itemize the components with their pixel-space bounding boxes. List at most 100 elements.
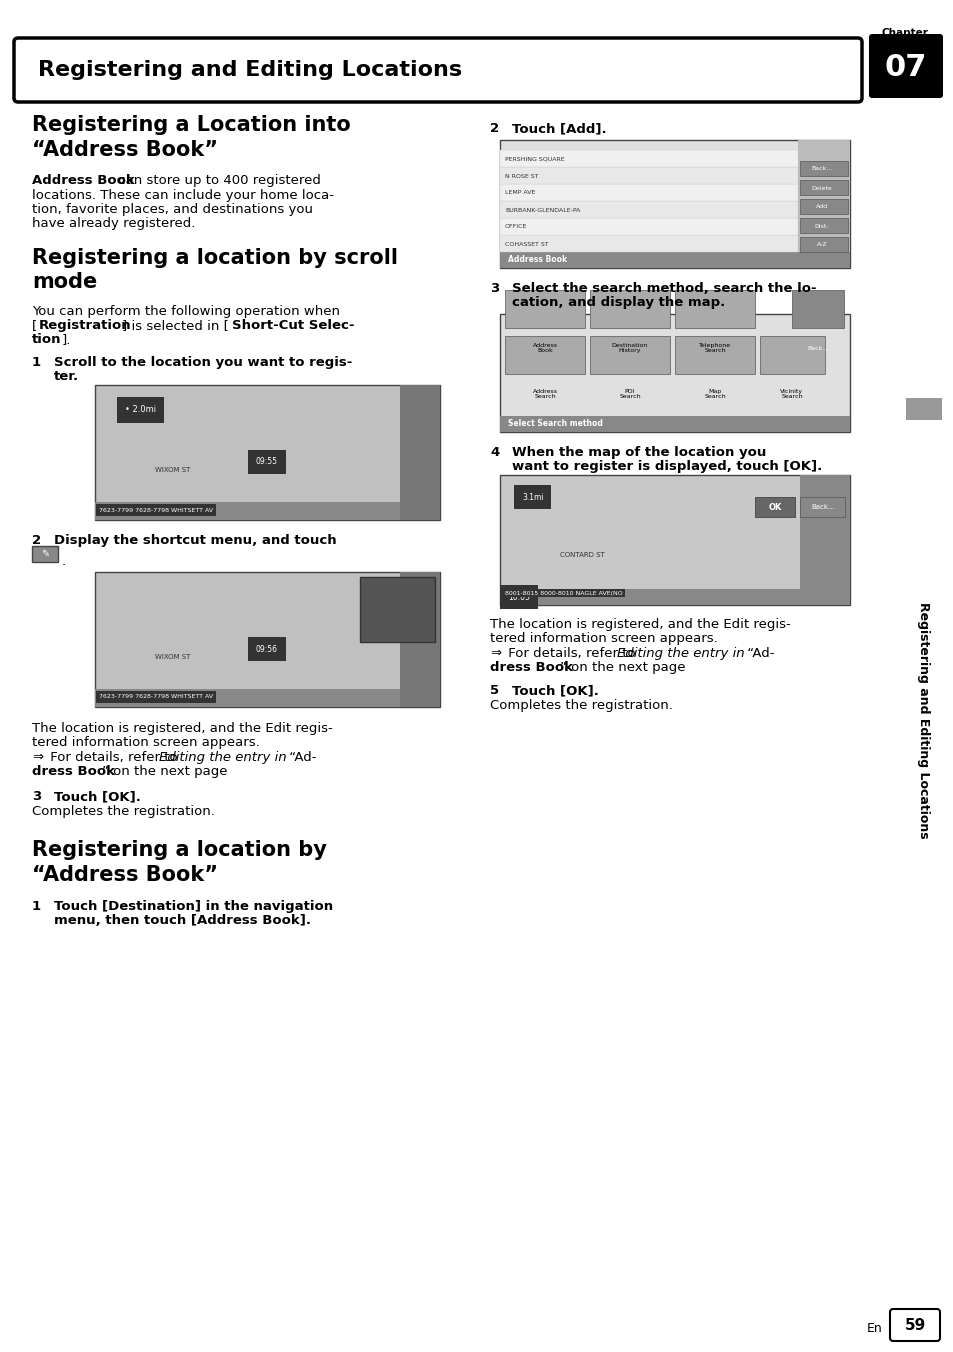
Text: tered information screen appears.: tered information screen appears. bbox=[32, 735, 259, 749]
Text: Address
Book: Address Book bbox=[532, 342, 557, 353]
Bar bbox=[675, 289, 754, 329]
Text: 09:56: 09:56 bbox=[255, 645, 277, 653]
Text: ” on the next page: ” on the next page bbox=[102, 765, 227, 777]
Text: 8001-8015 8000-8010 NAGLE AVE(NO: 8001-8015 8000-8010 NAGLE AVE(NO bbox=[504, 591, 622, 595]
Text: Touch [Destination] in the navigation: Touch [Destination] in the navigation bbox=[54, 900, 333, 913]
Text: Map
Search: Map Search bbox=[703, 388, 725, 399]
Bar bbox=[399, 385, 439, 521]
Text: Select the search method, search the lo-: Select the search method, search the lo- bbox=[512, 283, 816, 295]
Text: Telephone
Search: Telephone Search bbox=[699, 342, 730, 353]
Text: Dist.: Dist. bbox=[814, 223, 828, 228]
Text: • 2.0mi: • 2.0mi bbox=[125, 406, 156, 415]
Text: 3.1mi: 3.1mi bbox=[521, 492, 543, 502]
Bar bbox=[499, 184, 797, 201]
Text: Delete: Delete bbox=[811, 185, 832, 191]
Text: LEMP AVE: LEMP AVE bbox=[504, 191, 535, 196]
Bar bbox=[499, 475, 849, 604]
Text: .: . bbox=[62, 556, 66, 568]
Text: Select Search method: Select Search method bbox=[507, 419, 602, 429]
Text: Scroll to the location you want to regis-: Scroll to the location you want to regis… bbox=[54, 356, 352, 369]
Text: 09:55: 09:55 bbox=[255, 457, 277, 466]
Text: menu, then touch [Address Book].: menu, then touch [Address Book]. bbox=[54, 914, 311, 927]
Bar bbox=[800, 161, 847, 176]
Text: cation, and display the map.: cation, and display the map. bbox=[512, 296, 724, 310]
Text: Registering and Editing Locations: Registering and Editing Locations bbox=[917, 602, 929, 838]
Text: 1: 1 bbox=[32, 356, 41, 369]
Text: Back...: Back... bbox=[806, 346, 828, 350]
Text: 2: 2 bbox=[32, 534, 41, 548]
Text: Registration: Registration bbox=[39, 319, 132, 333]
Text: 3: 3 bbox=[490, 283, 498, 295]
Text: tion, favorite places, and destinations you: tion, favorite places, and destinations … bbox=[32, 203, 313, 216]
Text: Address Book: Address Book bbox=[32, 174, 134, 187]
Text: Short-Cut Selec-: Short-Cut Selec- bbox=[232, 319, 355, 333]
Text: have already registered.: have already registered. bbox=[32, 218, 195, 230]
Bar bbox=[589, 289, 669, 329]
Text: PERSHING SQUARE: PERSHING SQUARE bbox=[504, 157, 564, 161]
Text: Completes the registration.: Completes the registration. bbox=[32, 804, 214, 818]
Text: Touch [Add].: Touch [Add]. bbox=[512, 122, 606, 135]
Text: Registering and Editing Locations: Registering and Editing Locations bbox=[38, 59, 461, 80]
Text: You can perform the following operation when: You can perform the following operation … bbox=[32, 306, 339, 318]
Text: “Address Book”: “Address Book” bbox=[32, 141, 218, 160]
Text: Display the shortcut menu, and touch: Display the shortcut menu, and touch bbox=[54, 534, 336, 548]
Text: dress Book: dress Book bbox=[490, 661, 573, 675]
Bar bbox=[499, 416, 849, 433]
Text: tion: tion bbox=[32, 333, 61, 346]
Text: Editing the entry in: Editing the entry in bbox=[159, 750, 286, 764]
Bar bbox=[499, 314, 849, 433]
Text: Registering a Location into: Registering a Location into bbox=[32, 115, 351, 135]
Text: Back...: Back... bbox=[810, 504, 834, 510]
Text: Touch [OK].: Touch [OK]. bbox=[54, 790, 141, 803]
Text: ].: ]. bbox=[62, 333, 71, 346]
Text: “Ad-: “Ad- bbox=[742, 648, 774, 660]
Bar bbox=[800, 498, 844, 516]
Text: CONTARD ST: CONTARD ST bbox=[559, 552, 604, 558]
Bar bbox=[95, 385, 439, 521]
Bar bbox=[800, 237, 847, 251]
Bar bbox=[499, 218, 797, 235]
Text: For details, refer to: For details, refer to bbox=[503, 648, 639, 660]
Bar bbox=[499, 251, 849, 268]
Text: dress Book: dress Book bbox=[32, 765, 115, 777]
Text: ⇒: ⇒ bbox=[490, 648, 500, 660]
Bar bbox=[95, 572, 439, 707]
Bar bbox=[800, 180, 847, 195]
Bar bbox=[800, 475, 849, 604]
Text: ] is selected in [: ] is selected in [ bbox=[122, 319, 229, 333]
Bar bbox=[499, 150, 797, 168]
Bar bbox=[499, 589, 849, 604]
Bar bbox=[504, 337, 584, 375]
Text: ” on the next page: ” on the next page bbox=[559, 661, 685, 675]
Text: Add: Add bbox=[815, 204, 827, 210]
Text: [: [ bbox=[32, 319, 37, 333]
Bar bbox=[95, 502, 439, 521]
Bar bbox=[399, 572, 439, 707]
Text: 5: 5 bbox=[490, 684, 498, 698]
Bar bbox=[760, 337, 824, 375]
FancyBboxPatch shape bbox=[14, 38, 862, 101]
Text: Vicinity
Search: Vicinity Search bbox=[780, 388, 802, 399]
Text: A-Z: A-Z bbox=[816, 242, 826, 247]
Text: Back...: Back... bbox=[810, 166, 832, 172]
Text: 3: 3 bbox=[32, 790, 41, 803]
Text: WIXOM ST: WIXOM ST bbox=[154, 654, 191, 660]
Text: ter.: ter. bbox=[54, 370, 79, 383]
Bar bbox=[800, 199, 847, 214]
Bar bbox=[675, 337, 754, 375]
Bar bbox=[800, 218, 847, 233]
Text: ✎: ✎ bbox=[41, 549, 49, 558]
Text: Address Book: Address Book bbox=[507, 256, 566, 265]
FancyBboxPatch shape bbox=[889, 1309, 939, 1341]
Text: want to register is displayed, touch [OK].: want to register is displayed, touch [OK… bbox=[512, 460, 821, 473]
Text: OFFICE: OFFICE bbox=[504, 224, 527, 230]
Text: 59: 59 bbox=[903, 1317, 924, 1333]
Text: POI
Search: POI Search bbox=[618, 388, 640, 399]
Text: “Ad-: “Ad- bbox=[285, 750, 316, 764]
Text: can store up to 400 registered: can store up to 400 registered bbox=[113, 174, 320, 187]
Bar bbox=[791, 289, 843, 329]
Text: Address
Search: Address Search bbox=[532, 388, 557, 399]
Text: The location is registered, and the Edit regis-: The location is registered, and the Edit… bbox=[490, 618, 790, 631]
Text: mode: mode bbox=[32, 272, 97, 292]
Text: 7623-7799 7628-7798 WHITSETT AV: 7623-7799 7628-7798 WHITSETT AV bbox=[99, 695, 213, 699]
